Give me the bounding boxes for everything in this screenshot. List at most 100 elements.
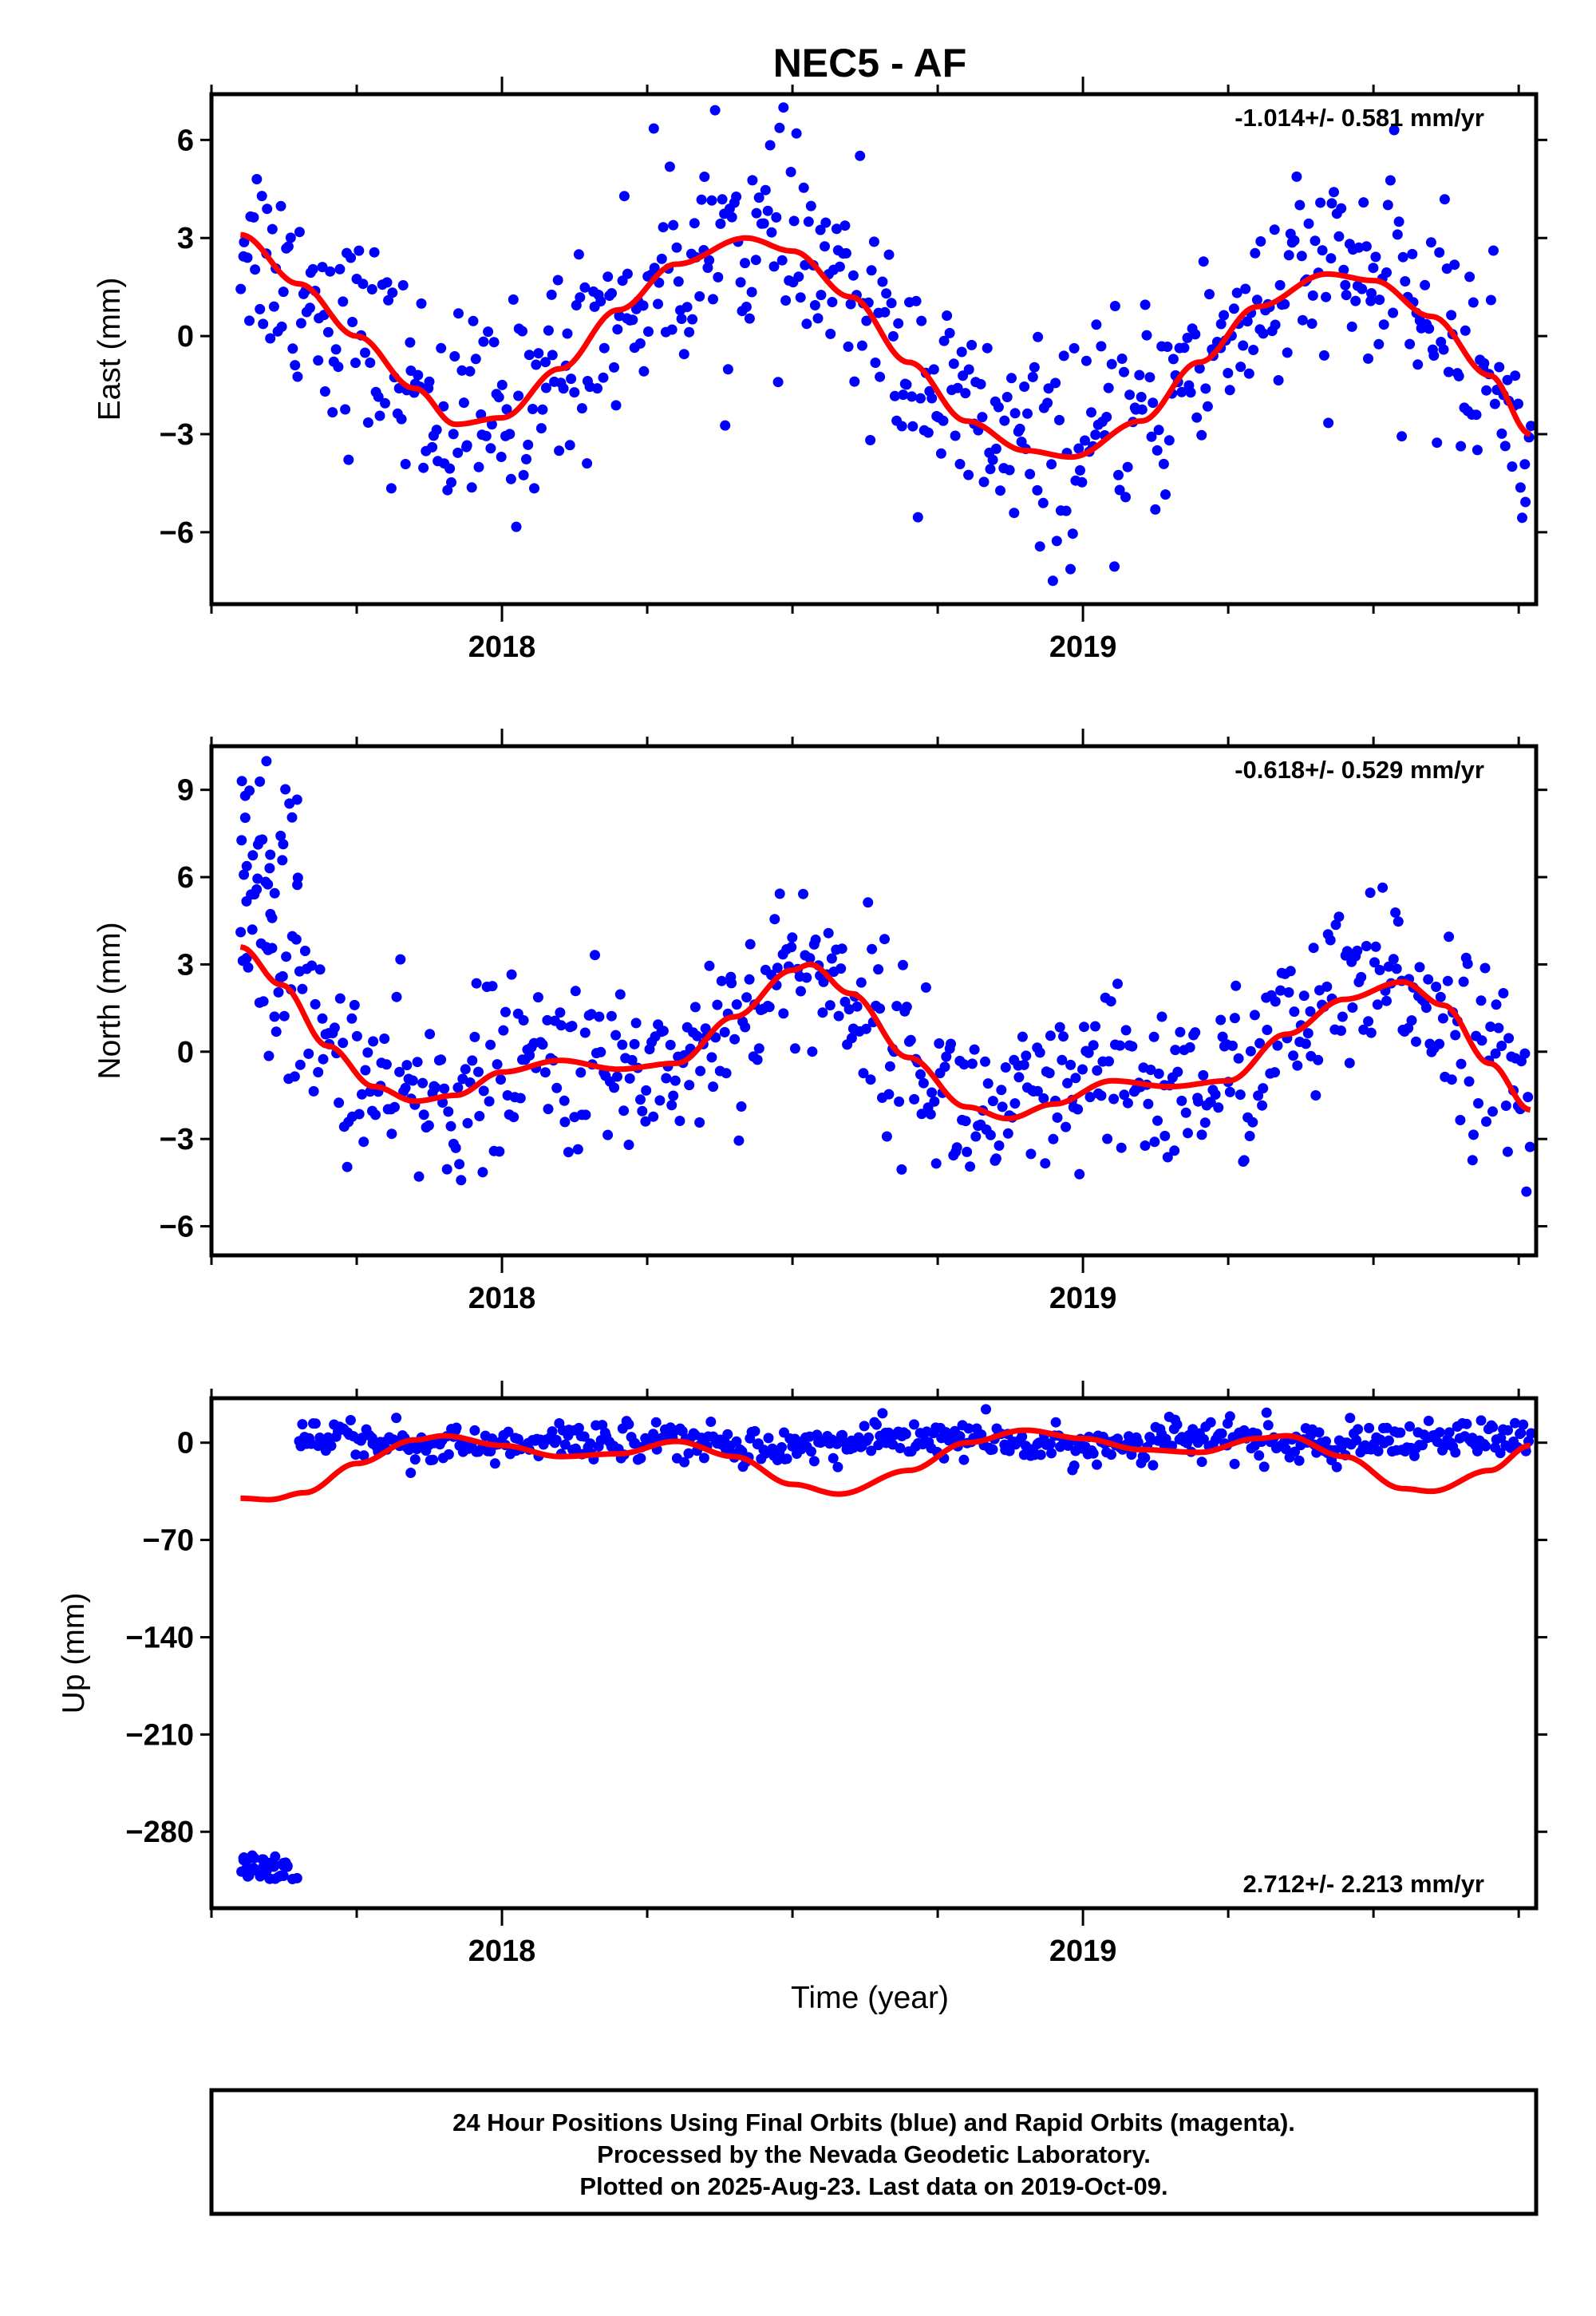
data-point [1224,1086,1235,1097]
data-point [1223,368,1234,378]
data-point [275,200,286,211]
data-point [349,999,360,1010]
data-point [708,1081,719,1093]
data-point [576,403,587,414]
data-point [540,357,551,368]
data-point [990,443,1001,454]
data-point [286,812,298,823]
data-point [981,1404,991,1415]
data-point [1205,1417,1216,1428]
data-point [958,1454,970,1465]
data-point [694,1117,705,1128]
data-point [523,350,535,361]
data-point [1460,325,1471,336]
data-point [1013,1072,1025,1083]
data-point [863,897,874,908]
data-point [827,297,838,307]
data-point [915,393,926,404]
data-point [1280,1444,1291,1455]
data-point [1146,431,1157,442]
data-point [1143,1098,1154,1109]
data-point [360,1065,371,1076]
y-tick-label: 9 [177,774,194,808]
data-point [262,204,273,215]
data-point [683,1448,694,1459]
data-point [909,1093,920,1105]
data-point [1258,1461,1270,1472]
data-point [386,1128,397,1140]
data-point [744,313,755,324]
data-point [1224,1411,1235,1422]
data-point [1292,1060,1303,1071]
data-point [1521,1186,1532,1197]
data-point [1303,218,1314,229]
data-point [1224,385,1235,396]
data-point [871,1419,882,1430]
data-point [1472,1445,1483,1456]
data-point [1160,1433,1171,1445]
data-point [1251,294,1262,306]
data-point [1215,318,1227,330]
y-tick-label: 0 [177,320,194,354]
x-tick-label: 2018 [468,630,536,664]
y-tick-label: −6 [160,516,194,550]
data-point [1042,397,1053,409]
data-point [329,1022,340,1034]
data-point [287,343,298,354]
data-point [1491,999,1502,1010]
data-point [1513,398,1523,409]
data-point [469,1425,480,1436]
data-point [595,1046,606,1057]
data-point [798,182,809,193]
data-point [1310,235,1321,247]
data-point [699,172,710,182]
data-point [346,1013,358,1024]
data-point [713,271,724,283]
data-point [291,794,302,805]
data-point [1333,231,1345,242]
data-point [618,191,630,202]
data-point [934,1038,945,1049]
data-point [362,1047,373,1058]
data-point [248,211,259,223]
data-point [387,287,398,298]
data-point [295,318,306,329]
y-axis-label: North (mm) [93,922,127,1079]
data-point [285,232,296,243]
data-point [1004,1445,1015,1456]
data-point [1420,1002,1432,1014]
data-point [815,224,826,235]
data-point [239,236,250,247]
data-point [1363,1016,1374,1027]
data-point [1302,1028,1314,1039]
data-point [994,1140,1005,1151]
data-point [1070,1073,1081,1084]
data-point [635,1094,646,1105]
data-point [500,1006,511,1018]
data-point [255,1871,266,1882]
data-point [1183,1128,1193,1139]
data-point [1270,1067,1280,1078]
data-point [1122,461,1133,472]
data-point [248,1863,259,1874]
data-point [938,415,949,426]
data-point [360,347,370,358]
data-point [648,123,659,134]
data-point [258,1854,269,1865]
data-point [1298,990,1310,1002]
data-point [1065,1059,1077,1070]
data-point [960,1116,971,1127]
data-point [401,1060,413,1071]
data-point [916,1109,927,1120]
data-point [547,1426,558,1437]
data-point [716,975,727,986]
data-point [1510,370,1521,381]
data-point [817,1007,828,1018]
data-point [1347,1002,1358,1013]
data-point [1127,1041,1138,1052]
data-point [1307,290,1318,301]
data-point [896,421,907,432]
data-point [476,409,487,420]
data-point [1476,1035,1487,1046]
data-point [898,389,909,401]
